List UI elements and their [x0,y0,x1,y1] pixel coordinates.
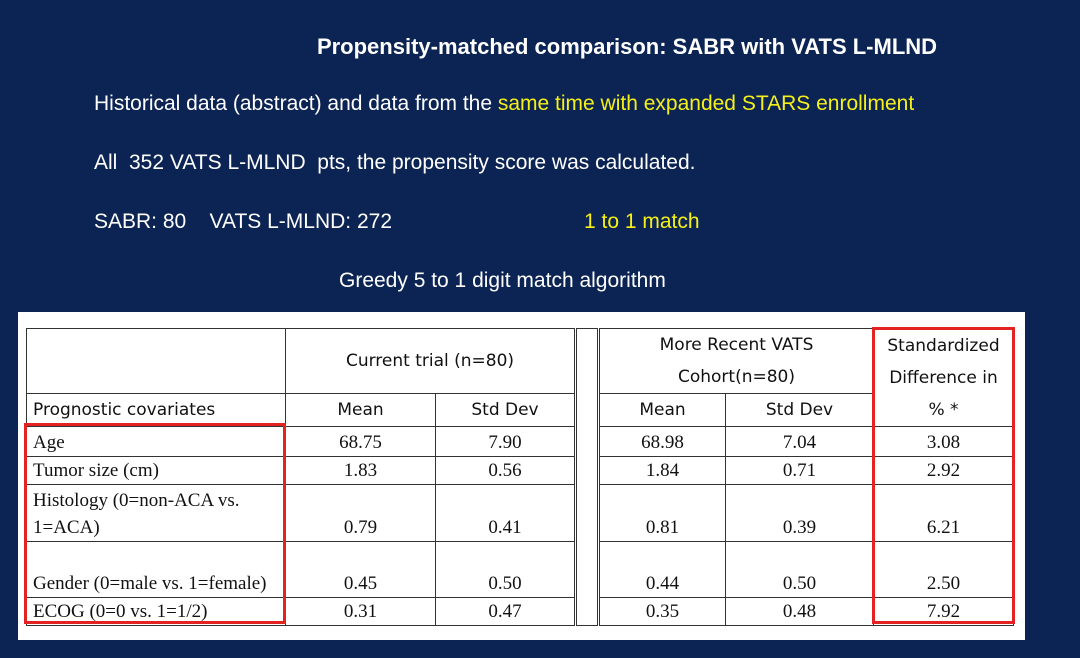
highlight-box [24,423,286,624]
cell-value: 0.50 [725,541,874,598]
cell-value: 1.83 [285,456,436,485]
line-text: All 352 VATS L-MLND pts, the propensity … [94,151,696,174]
cell-value: 68.75 [285,426,436,457]
cell-value: 1.84 [598,456,726,485]
cell-value: 0.48 [725,597,874,626]
cell-value: 0.71 [725,456,874,485]
text-line: Historical data (abstract) and data from… [94,92,914,116]
cell-value: 0.44 [598,541,726,598]
header: Prognostic covariates [26,393,286,427]
cell-value: 0.35 [598,597,726,626]
cell-value: 7.90 [435,426,576,457]
header: Mean [285,393,436,427]
cell-value: 68.98 [598,426,726,457]
cell-value: 0.31 [285,597,436,626]
line-highlight: same time with expanded STARS enrollment [497,92,915,115]
cell-value: 0.47 [435,597,576,626]
header: Std Dev [435,393,576,427]
table-row: Gender (0=male vs. 1=female) 0.45 0.50 0.44… [26,541,1014,598]
group-header: More Recent VATS Cohort(n=80) [598,328,874,394]
group-header-row: Current trial (n=80) More Recent VATS Co… [26,328,1014,626]
highlight-box [872,327,1015,624]
line-text: Historical data (abstract) and data from… [94,92,498,115]
cell-value: 0.39 [725,484,874,542]
group-header: Current trial (n=80) [285,328,576,394]
header: Mean [598,393,726,427]
text-line: SABR: 80 VATS L-MLND: 272 [94,210,392,234]
text-line: All 352 VATS L-MLND pts, the propensity … [94,151,695,175]
row-label: Histology (0=non-ACA vs. 1=ACA) [26,484,286,542]
cell-value: 0.41 [435,484,576,542]
slide-title: Propensity-matched comparison: SABR with… [316,34,938,59]
data-table: Current trial (n=80) More Recent VATS Co… [26,328,1014,626]
text-line: Greedy 5 to 1 digit match algorithm [339,269,666,293]
header-cell [26,328,286,394]
line-text: Greedy 5 to 1 digit match algorithm [339,269,666,292]
header: Std Dev [725,393,874,427]
cell-value: 0.50 [435,541,576,598]
line-text: SABR: 80 VATS L-MLND: 272 [94,210,392,233]
cell-value: 0.56 [435,456,576,485]
spacer [574,328,600,626]
header-row: Prognostic covariates Mean Std Dev Mean … [26,393,1014,427]
cell-value: 7.04 [725,426,874,457]
line-highlight: 1 to 1 match [584,210,700,233]
cell-value: 0.45 [285,541,436,598]
cell-value: 0.79 [285,484,436,542]
row-label: Gender (0=male vs. 1=female) [26,541,286,598]
group-header: Standardized Difference in % * [873,328,1014,427]
cell-value: 0.81 [598,484,726,542]
table-row: Histology (0=non-ACA vs. 1=ACA) 0.79 0.41 0… [26,484,1014,542]
row-label: Tumor size (cm) [26,456,286,485]
